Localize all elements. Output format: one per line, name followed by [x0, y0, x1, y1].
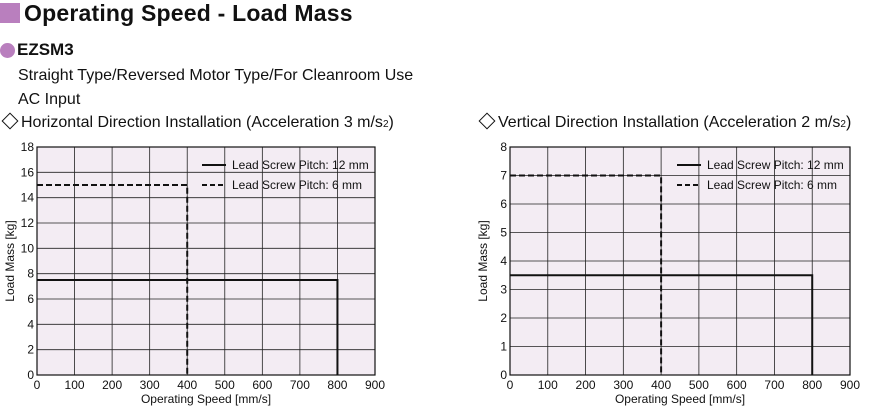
- x-tick-label: 500: [215, 378, 235, 392]
- chart-title-vertical: Vertical Direction Installation (Acceler…: [478, 112, 852, 132]
- x-tick-label: 400: [177, 378, 197, 392]
- x-tick-label: 200: [576, 378, 596, 392]
- chart-title-superscript: 2: [382, 119, 389, 130]
- y-tick-label: 12: [21, 216, 35, 230]
- chart-title-text: Horizontal Direction Installation (Accel…: [21, 114, 383, 131]
- chart-title-horizontal: Horizontal Direction Installation (Accel…: [1, 112, 394, 132]
- y-axis-label: Load Mass [kg]: [476, 220, 490, 301]
- product-description: Straight Type/Reversed Motor Type/For Cl…: [18, 67, 414, 84]
- x-tick-label: 100: [65, 378, 85, 392]
- product-bullet-icon: [0, 42, 15, 58]
- y-tick-label: 10: [21, 241, 35, 255]
- x-tick-label: 100: [538, 378, 558, 392]
- x-tick-label: 600: [727, 378, 747, 392]
- y-tick-label: 6: [500, 197, 507, 211]
- y-tick-label: 0: [500, 368, 507, 382]
- x-tick-label: 600: [252, 378, 272, 392]
- legend-label: Lead Screw Pitch: 6 mm: [707, 178, 837, 192]
- legend-label: Lead Screw Pitch: 12 mm: [707, 158, 844, 172]
- x-tick-label: 900: [840, 378, 860, 392]
- y-tick-label: 1: [500, 340, 507, 354]
- y-tick-label: 18: [21, 140, 35, 154]
- plot-frame: [36, 146, 376, 376]
- chart-title-suffix: ): [388, 114, 394, 131]
- y-tick-label: 14: [21, 191, 35, 205]
- x-tick-label: 800: [802, 378, 822, 392]
- x-tick-label: 400: [651, 378, 671, 392]
- product-power-input: AC Input: [18, 91, 81, 108]
- y-tick-label: 6: [27, 292, 34, 306]
- plot-frame: [509, 146, 851, 376]
- y-tick-label: 16: [21, 165, 35, 179]
- y-tick-label: 7: [500, 169, 507, 183]
- x-axis-label: Operating Speed [mm/s]: [615, 392, 745, 406]
- y-tick-label: 8: [27, 267, 34, 281]
- product-heading: EZSM3: [0, 40, 74, 60]
- chart-title-text: Vertical Direction Installation (Acceler…: [498, 114, 841, 131]
- chart-title-superscript: 2: [840, 119, 846, 130]
- y-tick-label: 2: [27, 343, 34, 357]
- y-tick-label: 8: [500, 140, 507, 154]
- x-tick-label: 500: [689, 378, 709, 392]
- x-tick-label: 200: [102, 378, 122, 392]
- legend-label: Lead Screw Pitch: 6 mm: [232, 178, 362, 192]
- series-line-1: [37, 279, 339, 375]
- y-axis-label: Load Mass [kg]: [3, 220, 17, 301]
- y-tick-label: 5: [500, 226, 507, 240]
- chart-title-suffix: ): [845, 114, 852, 131]
- y-tick-label: 0: [27, 368, 34, 382]
- page-header: Operating Speed - Load Mass: [0, 0, 353, 26]
- y-tick-label: 4: [27, 317, 34, 331]
- horizontal-chart: 0 100 200 300 400 500 600 700 800 900 0 2 4 6 8 10 12 14 1…: [3, 140, 385, 406]
- product-name: EZSM3: [17, 40, 74, 59]
- y-tick-label: 4: [500, 254, 507, 268]
- y-tick-label: 3: [500, 283, 507, 297]
- legend-label: Lead Screw Pitch: 12 mm: [232, 158, 369, 172]
- x-tick-label: 800: [327, 378, 347, 392]
- diamond-icon: [478, 112, 496, 130]
- page-title: Operating Speed - Load Mass: [24, 0, 353, 26]
- x-tick-label: 300: [140, 378, 160, 392]
- title-square-icon: [0, 3, 20, 23]
- x-tick-label: 0: [507, 378, 514, 392]
- x-tick-label: 300: [613, 378, 633, 392]
- x-axis-label: Operating Speed [mm/s]: [141, 392, 271, 406]
- series-line-2: [510, 174, 663, 375]
- series-line-2: [37, 184, 189, 375]
- x-tick-label: 900: [365, 378, 385, 392]
- x-tick-label: 0: [34, 378, 41, 392]
- x-tick-label: 700: [290, 378, 310, 392]
- vertical-chart: 0 100 200 300 400 500 600 700 800 900 0 1 2 3 4 5 6 7 8 Ope…: [476, 140, 860, 406]
- y-tick-label: 2: [500, 311, 507, 325]
- series-line-1: [510, 274, 814, 375]
- diamond-icon: [1, 112, 19, 130]
- x-tick-label: 700: [764, 378, 784, 392]
